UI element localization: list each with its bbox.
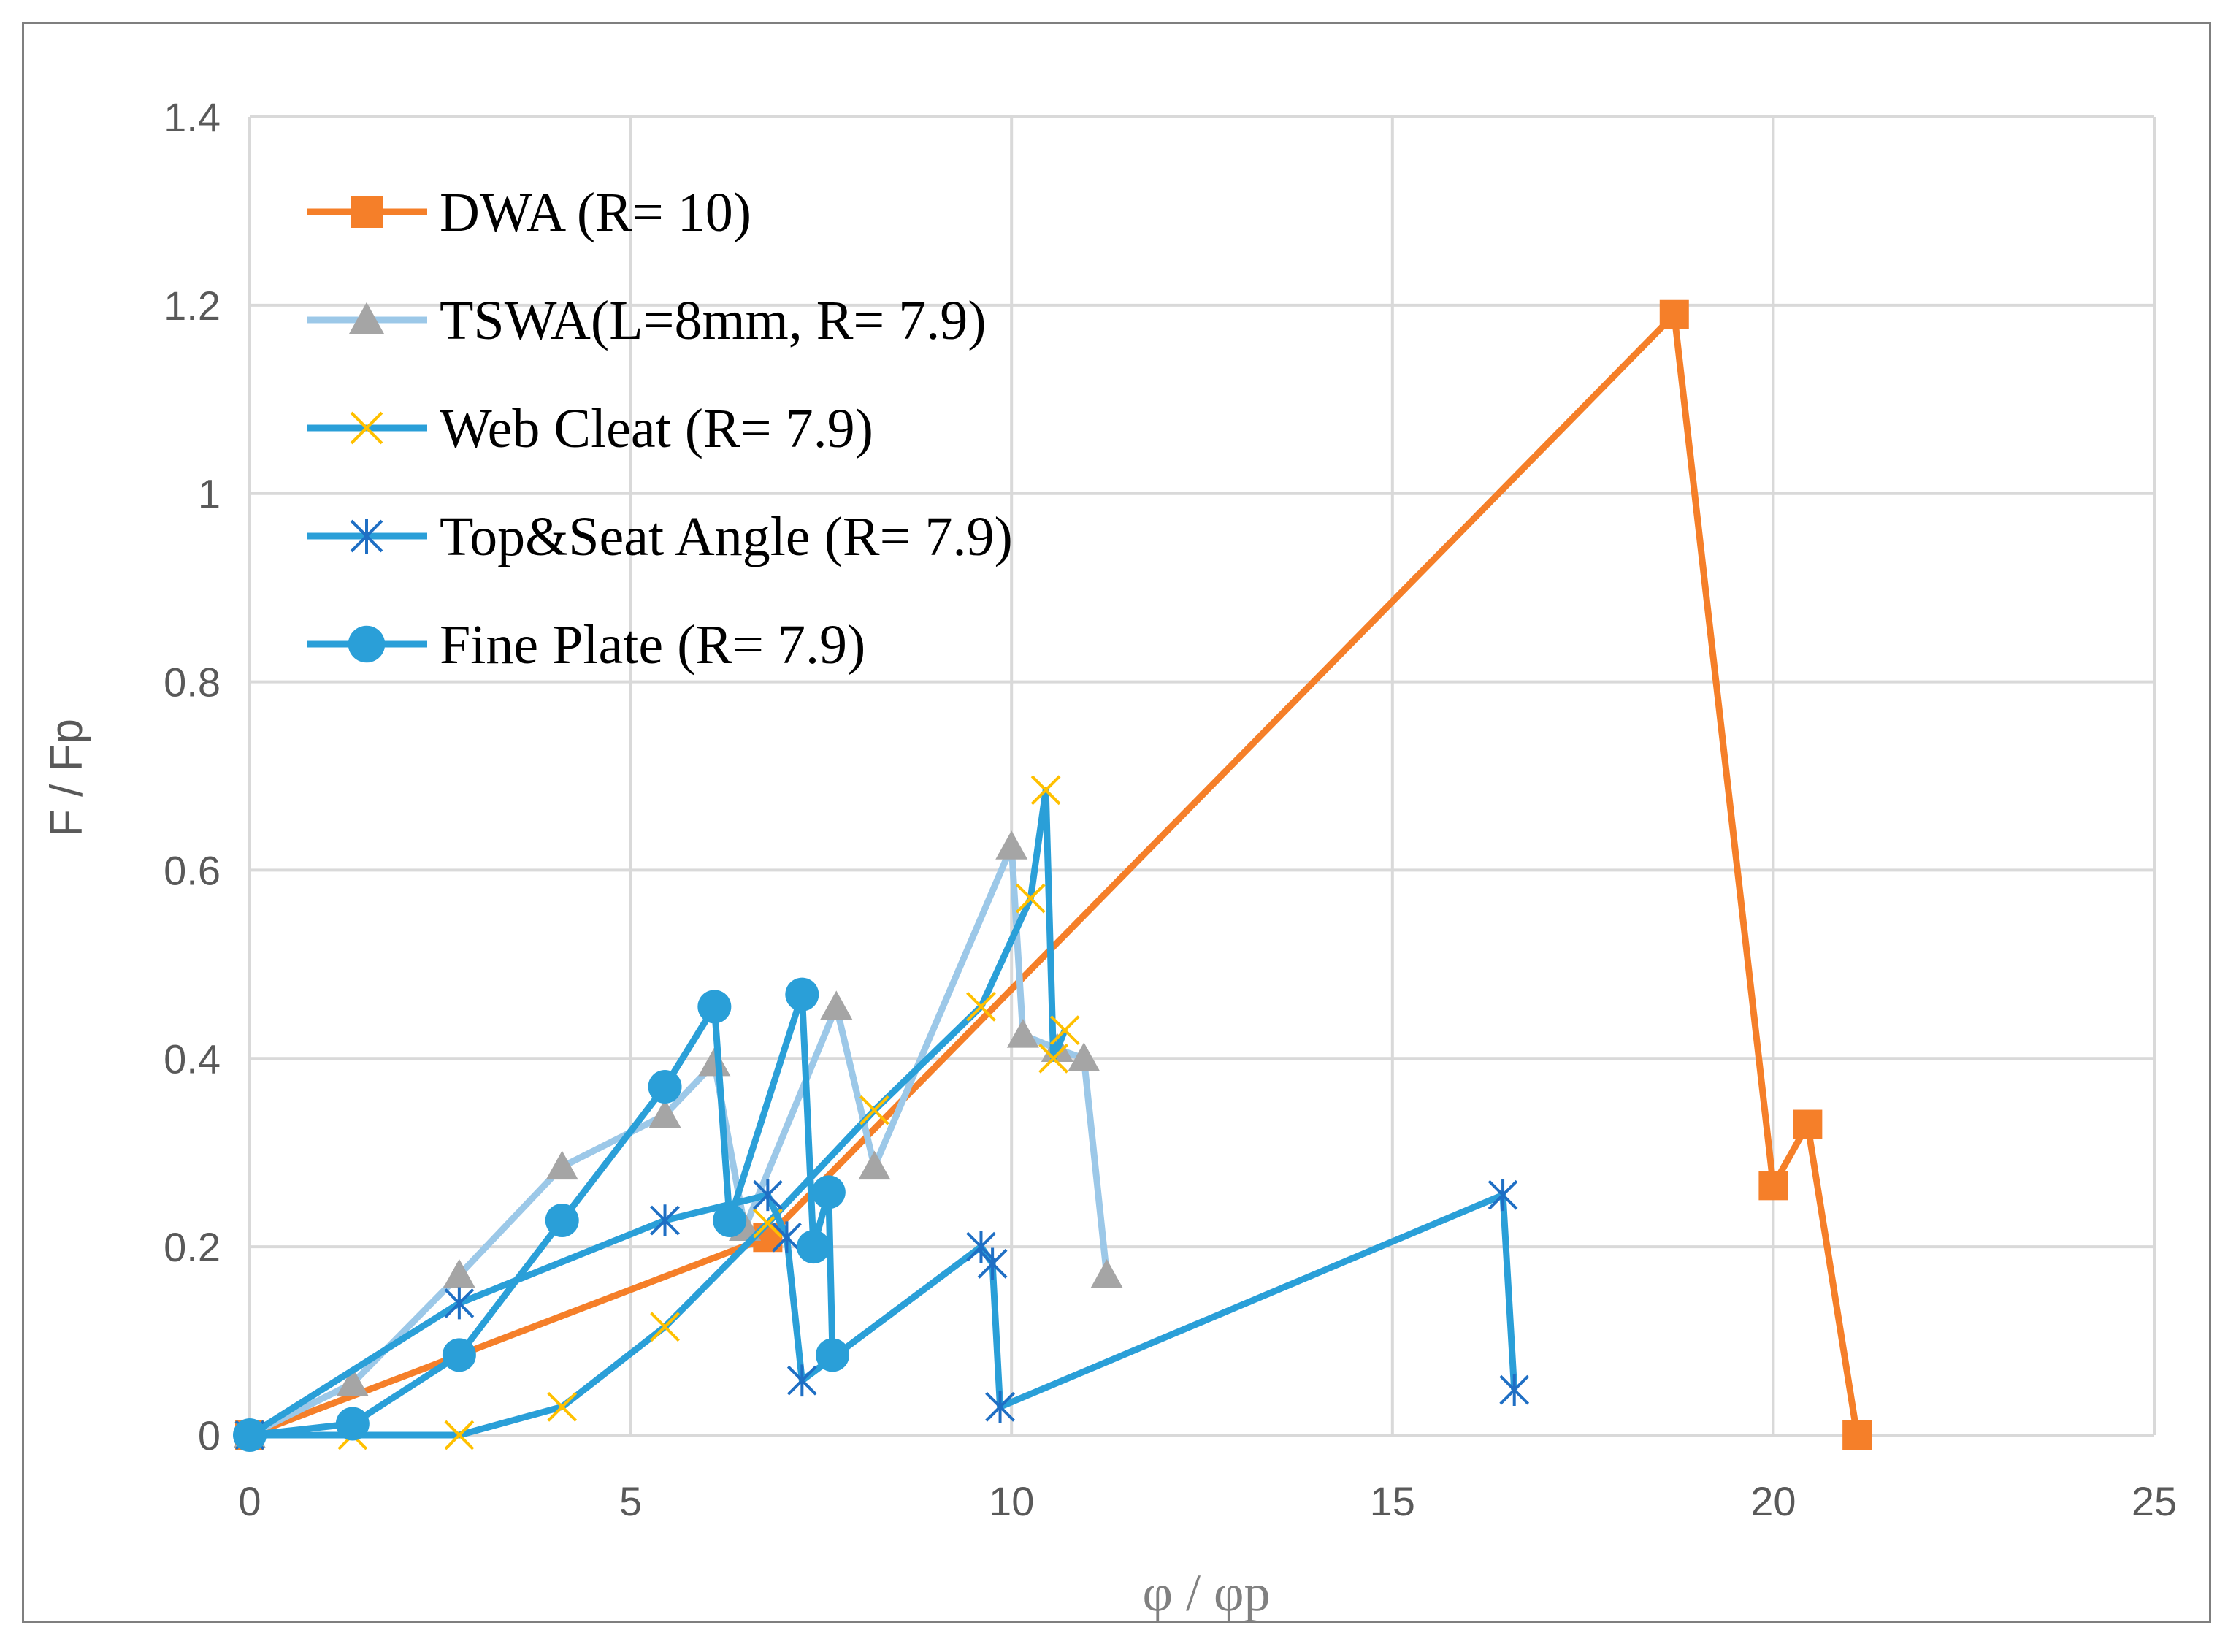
data-point: [547, 1391, 578, 1422]
data-point: [966, 991, 996, 1022]
data-point: [713, 1204, 747, 1238]
x-tick-label: 25: [2132, 1478, 2177, 1524]
legend-entry: DWA (R= 10): [307, 182, 751, 243]
legend-entry: TSWA(L=8mm, R= 7.9): [307, 290, 987, 351]
data-point: [1049, 1015, 1080, 1046]
data-point: [1488, 1179, 1518, 1212]
legend-label: TSWA(L=8mm, R= 7.9): [440, 290, 987, 351]
legend: DWA (R= 10) TSWA(L=8mm, R= 7.9) Web Cleat …: [307, 182, 1013, 676]
data-point: [816, 1338, 850, 1372]
y-axis-title: F / Fp: [42, 719, 92, 837]
y-tick-label: 0: [198, 1412, 221, 1458]
data-point: [650, 1204, 680, 1236]
legend-label: Fine Plate (R= 7.9): [440, 614, 865, 676]
y-axis-ticks: 0 0.2 0.4 0.6 0.8 1 1.2 1.4: [164, 94, 221, 1458]
data-point: [650, 1312, 680, 1342]
data-point: [752, 1179, 783, 1212]
x-axis-ticks: 0 5 10 15 20 25: [238, 1478, 2177, 1524]
data-point: [648, 1098, 681, 1128]
x-tick-label: 15: [1370, 1478, 1415, 1524]
data-point: [811, 1175, 846, 1209]
x-tick-label: 5: [619, 1478, 642, 1524]
data-point: [1793, 1109, 1823, 1139]
data-point: [858, 1150, 891, 1180]
data-point: [1842, 1420, 1872, 1450]
data-point: [786, 1364, 817, 1397]
data-point: [698, 1047, 731, 1077]
data-point: [442, 1338, 476, 1372]
series-line: [248, 311, 1861, 1439]
legend-entry: Fine Plate (R= 7.9): [307, 614, 865, 676]
series-line: [248, 1191, 1518, 1438]
data-point: [1038, 1043, 1068, 1074]
y-tick-label: 0.8: [164, 659, 221, 705]
data-point: [348, 302, 385, 334]
data-point: [233, 1418, 267, 1452]
data-point: [1758, 1171, 1788, 1201]
y-tick-label: 1.4: [164, 94, 221, 140]
x-tick-label: 10: [989, 1478, 1034, 1524]
y-tick-label: 0.4: [164, 1036, 221, 1082]
data-point: [1015, 883, 1046, 914]
legend-label: Top&Seat Angle (R= 7.9): [440, 506, 1013, 567]
x-tick-label: 20: [1750, 1478, 1796, 1524]
data-point: [1499, 1374, 1530, 1406]
data-point: [1068, 1042, 1100, 1071]
data-point: [985, 1391, 1015, 1423]
data-point: [336, 1367, 369, 1396]
series-line: [250, 787, 1068, 1439]
data-point: [820, 990, 853, 1020]
data-point: [545, 1204, 579, 1238]
y-tick-label: 0.2: [164, 1224, 221, 1270]
x-tick-label: 0: [238, 1478, 261, 1524]
x-axis-title: φ / φp: [1142, 1564, 1270, 1622]
legend-entry: Web Cleat (R= 7.9): [307, 398, 873, 459]
data-point: [350, 518, 383, 554]
data-point: [545, 1150, 578, 1180]
grid: [248, 115, 2156, 1437]
data-point: [335, 1407, 370, 1441]
data-point: [697, 990, 732, 1024]
data-point: [350, 411, 383, 445]
data-point: [995, 830, 1028, 860]
data-point: [1090, 1258, 1123, 1288]
data-point: [1030, 775, 1061, 806]
series-4: [233, 977, 850, 1452]
legend-entry: Top&Seat Angle (R= 7.9): [307, 506, 1013, 567]
series-line: [248, 843, 1111, 1439]
series-1: [234, 830, 1123, 1448]
data-point: [351, 196, 383, 228]
y-tick-label: 0.6: [164, 847, 221, 893]
data-point: [966, 1231, 996, 1263]
data-point: [785, 977, 819, 1012]
data-point: [977, 1247, 1008, 1280]
data-point: [796, 1230, 830, 1264]
y-tick-label: 1: [198, 471, 221, 517]
data-point: [444, 1287, 475, 1320]
legend-label: DWA (R= 10): [440, 182, 751, 243]
data-point: [859, 1095, 889, 1125]
series-0: [235, 299, 1872, 1450]
data-point: [1659, 299, 1689, 329]
legend-label: Web Cleat (R= 7.9): [440, 398, 873, 459]
data-point: [348, 625, 386, 663]
data-point: [443, 1258, 475, 1288]
series-2: [234, 775, 1080, 1450]
y-tick-label: 1.2: [164, 283, 221, 329]
series-3: [234, 1179, 1530, 1451]
data-point: [1006, 1019, 1039, 1048]
data-point: [444, 1420, 475, 1450]
data-point: [772, 1221, 802, 1254]
series-layer: [233, 299, 1872, 1452]
data-point: [648, 1069, 682, 1104]
